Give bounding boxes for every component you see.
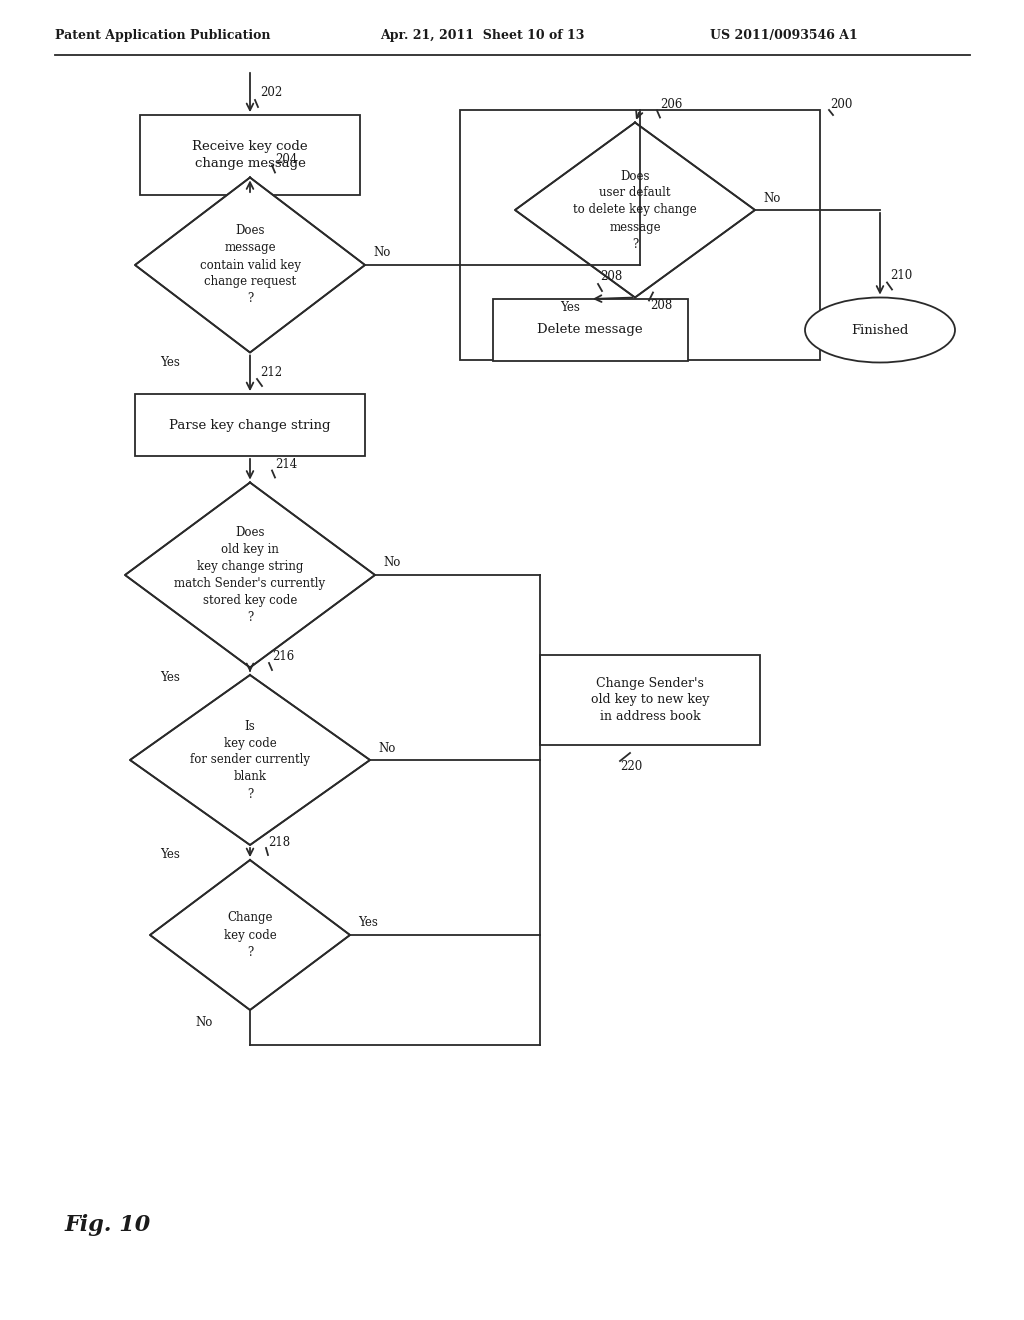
Text: No: No [378,742,395,755]
Text: Receive key code
change message: Receive key code change message [193,140,308,170]
Text: 214: 214 [275,458,297,471]
Text: No: No [763,191,780,205]
Text: 220: 220 [620,760,642,774]
Text: US 2011/0093546 A1: US 2011/0093546 A1 [710,29,858,41]
Text: Apr. 21, 2011  Sheet 10 of 13: Apr. 21, 2011 Sheet 10 of 13 [380,29,585,41]
Text: Does
old key in
key change string
match Sender's currently
stored key code
?: Does old key in key change string match … [174,525,326,624]
Bar [140,115,360,195]
Text: Yes: Yes [160,849,180,862]
Bar [493,300,687,360]
Polygon shape [130,675,370,845]
Text: Parse key change string: Parse key change string [169,418,331,432]
Text: 216: 216 [272,651,294,664]
Text: Is
key code
for sender currently
blank
?: Is key code for sender currently blank ? [190,719,310,800]
Bar [460,110,820,360]
Text: 218: 218 [268,836,290,849]
Text: Fig. 10: Fig. 10 [65,1214,152,1236]
Ellipse shape [805,297,955,363]
Text: Yes: Yes [160,671,180,684]
Bar [540,655,760,744]
Polygon shape [135,177,365,352]
Text: Delete message: Delete message [538,323,643,337]
Text: Yes: Yes [358,916,378,929]
Text: No: No [195,1015,212,1028]
Text: Does
user default
to delete key change
message
?: Does user default to delete key change m… [573,169,697,251]
Polygon shape [150,861,350,1010]
Text: 208: 208 [650,300,672,312]
Text: Yes: Yes [160,356,180,370]
Text: No: No [373,247,390,260]
Bar [135,393,365,455]
Text: 212: 212 [260,366,283,379]
Text: 208: 208 [600,271,623,284]
Text: Does
message
contain valid key
change request
?: Does message contain valid key change re… [200,224,300,305]
Text: Change Sender's
old key to new key
in address book: Change Sender's old key to new key in ad… [591,676,710,723]
Text: 200: 200 [830,99,852,111]
Polygon shape [125,483,375,668]
Text: 206: 206 [660,98,682,111]
Text: Yes: Yes [560,301,580,314]
Text: Change
key code
?: Change key code ? [223,912,276,958]
Polygon shape [515,123,755,297]
Text: Patent Application Publication: Patent Application Publication [55,29,270,41]
Text: No: No [383,557,400,569]
Text: Finished: Finished [851,323,908,337]
Text: 204: 204 [275,153,297,166]
Text: 202: 202 [260,87,283,99]
Text: 210: 210 [890,269,912,282]
